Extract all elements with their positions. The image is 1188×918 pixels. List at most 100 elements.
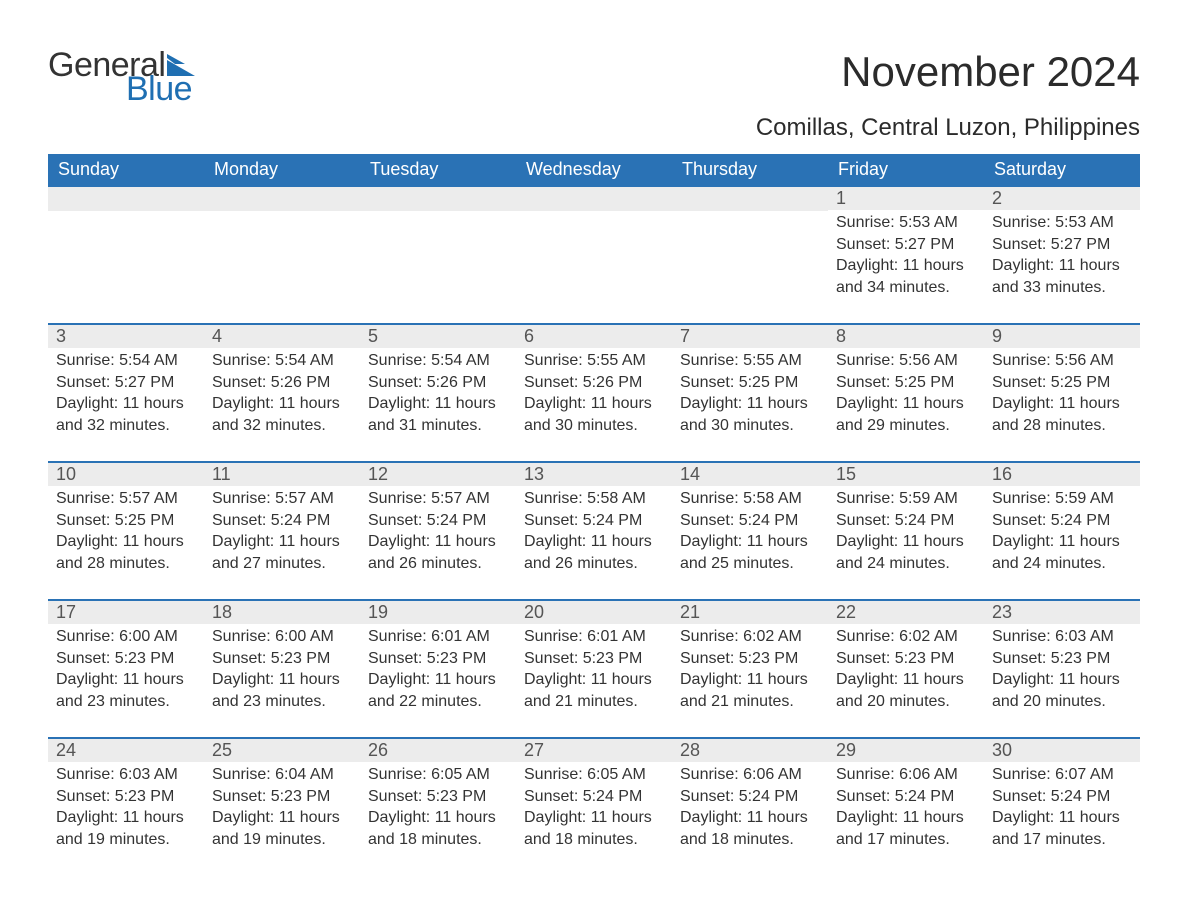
weekday-header-row: SundayMondayTuesdayWednesdayThursdayFrid…: [48, 154, 1140, 186]
day-number-blank: [672, 187, 828, 211]
day-number: 20: [516, 601, 672, 624]
day-number: 21: [672, 601, 828, 624]
day-info: Sunrise: 5:57 AMSunset: 5:25 PMDaylight:…: [48, 486, 204, 582]
day-info: Sunrise: 5:55 AMSunset: 5:25 PMDaylight:…: [672, 348, 828, 444]
page-title: November 2024: [756, 48, 1140, 96]
day-number: 26: [360, 739, 516, 762]
calendar-day-cell: 14Sunrise: 5:58 AMSunset: 5:24 PMDayligh…: [672, 462, 828, 600]
day-info: Sunrise: 6:03 AMSunset: 5:23 PMDaylight:…: [48, 762, 204, 858]
day-number: 27: [516, 739, 672, 762]
day-info: Sunrise: 6:01 AMSunset: 5:23 PMDaylight:…: [516, 624, 672, 720]
day-number: 24: [48, 739, 204, 762]
calendar-day-cell: 20Sunrise: 6:01 AMSunset: 5:23 PMDayligh…: [516, 600, 672, 738]
calendar-day-cell: 26Sunrise: 6:05 AMSunset: 5:23 PMDayligh…: [360, 738, 516, 876]
calendar-day-cell: 21Sunrise: 6:02 AMSunset: 5:23 PMDayligh…: [672, 600, 828, 738]
day-number-blank: [360, 187, 516, 211]
day-info: Sunrise: 6:05 AMSunset: 5:23 PMDaylight:…: [360, 762, 516, 858]
calendar-day-cell: 19Sunrise: 6:01 AMSunset: 5:23 PMDayligh…: [360, 600, 516, 738]
calendar-day-cell: 29Sunrise: 6:06 AMSunset: 5:24 PMDayligh…: [828, 738, 984, 876]
day-info: Sunrise: 6:04 AMSunset: 5:23 PMDaylight:…: [204, 762, 360, 858]
day-number: 29: [828, 739, 984, 762]
day-number: 18: [204, 601, 360, 624]
calendar-row: 10Sunrise: 5:57 AMSunset: 5:25 PMDayligh…: [48, 462, 1140, 600]
calendar-day-cell: 27Sunrise: 6:05 AMSunset: 5:24 PMDayligh…: [516, 738, 672, 876]
day-info: Sunrise: 5:54 AMSunset: 5:27 PMDaylight:…: [48, 348, 204, 444]
calendar-empty-cell: [672, 186, 828, 324]
day-info: Sunrise: 6:06 AMSunset: 5:24 PMDaylight:…: [672, 762, 828, 858]
day-number-blank: [204, 187, 360, 211]
day-info: Sunrise: 5:57 AMSunset: 5:24 PMDaylight:…: [360, 486, 516, 582]
calendar-empty-cell: [204, 186, 360, 324]
day-number: 2: [984, 187, 1140, 210]
calendar-day-cell: 9Sunrise: 5:56 AMSunset: 5:25 PMDaylight…: [984, 324, 1140, 462]
calendar-day-cell: 13Sunrise: 5:58 AMSunset: 5:24 PMDayligh…: [516, 462, 672, 600]
calendar-day-cell: 4Sunrise: 5:54 AMSunset: 5:26 PMDaylight…: [204, 324, 360, 462]
calendar-day-cell: 16Sunrise: 5:59 AMSunset: 5:24 PMDayligh…: [984, 462, 1140, 600]
calendar-day-cell: 8Sunrise: 5:56 AMSunset: 5:25 PMDaylight…: [828, 324, 984, 462]
day-number: 4: [204, 325, 360, 348]
day-number-blank: [516, 187, 672, 211]
calendar-day-cell: 22Sunrise: 6:02 AMSunset: 5:23 PMDayligh…: [828, 600, 984, 738]
day-info: Sunrise: 6:01 AMSunset: 5:23 PMDaylight:…: [360, 624, 516, 720]
day-info: Sunrise: 6:07 AMSunset: 5:24 PMDaylight:…: [984, 762, 1140, 858]
day-number: 23: [984, 601, 1140, 624]
day-info: Sunrise: 6:06 AMSunset: 5:24 PMDaylight:…: [828, 762, 984, 858]
day-number: 11: [204, 463, 360, 486]
calendar-row: 17Sunrise: 6:00 AMSunset: 5:23 PMDayligh…: [48, 600, 1140, 738]
logo: General Blue: [48, 48, 201, 106]
day-number-blank: [48, 187, 204, 211]
calendar-body: 1Sunrise: 5:53 AMSunset: 5:27 PMDaylight…: [48, 186, 1140, 876]
calendar-day-cell: 3Sunrise: 5:54 AMSunset: 5:27 PMDaylight…: [48, 324, 204, 462]
day-number: 6: [516, 325, 672, 348]
day-info: Sunrise: 5:53 AMSunset: 5:27 PMDaylight:…: [828, 210, 984, 306]
calendar-row: 3Sunrise: 5:54 AMSunset: 5:27 PMDaylight…: [48, 324, 1140, 462]
day-info: Sunrise: 5:59 AMSunset: 5:24 PMDaylight:…: [984, 486, 1140, 582]
day-number: 3: [48, 325, 204, 348]
day-info: Sunrise: 5:59 AMSunset: 5:24 PMDaylight:…: [828, 486, 984, 582]
calendar-day-cell: 5Sunrise: 5:54 AMSunset: 5:26 PMDaylight…: [360, 324, 516, 462]
weekday-header: Saturday: [984, 154, 1140, 186]
day-number: 12: [360, 463, 516, 486]
calendar-empty-cell: [360, 186, 516, 324]
day-info: Sunrise: 5:58 AMSunset: 5:24 PMDaylight:…: [516, 486, 672, 582]
calendar-empty-cell: [48, 186, 204, 324]
day-number: 28: [672, 739, 828, 762]
calendar-row: 24Sunrise: 6:03 AMSunset: 5:23 PMDayligh…: [48, 738, 1140, 876]
day-number: 10: [48, 463, 204, 486]
day-number: 22: [828, 601, 984, 624]
day-number: 14: [672, 463, 828, 486]
calendar-row: 1Sunrise: 5:53 AMSunset: 5:27 PMDaylight…: [48, 186, 1140, 324]
day-number: 15: [828, 463, 984, 486]
day-info: Sunrise: 6:00 AMSunset: 5:23 PMDaylight:…: [48, 624, 204, 720]
calendar-day-cell: 10Sunrise: 5:57 AMSunset: 5:25 PMDayligh…: [48, 462, 204, 600]
day-info: Sunrise: 5:58 AMSunset: 5:24 PMDaylight:…: [672, 486, 828, 582]
calendar-day-cell: 30Sunrise: 6:07 AMSunset: 5:24 PMDayligh…: [984, 738, 1140, 876]
day-number: 30: [984, 739, 1140, 762]
title-block: November 2024 Comillas, Central Luzon, P…: [756, 48, 1140, 142]
day-number: 7: [672, 325, 828, 348]
calendar-day-cell: 15Sunrise: 5:59 AMSunset: 5:24 PMDayligh…: [828, 462, 984, 600]
day-number: 25: [204, 739, 360, 762]
header: General Blue November 2024 Comillas, Cen…: [48, 48, 1140, 142]
calendar-empty-cell: [516, 186, 672, 324]
day-info: Sunrise: 6:02 AMSunset: 5:23 PMDaylight:…: [828, 624, 984, 720]
weekday-header: Tuesday: [360, 154, 516, 186]
day-info: Sunrise: 6:03 AMSunset: 5:23 PMDaylight:…: [984, 624, 1140, 720]
day-info: Sunrise: 5:56 AMSunset: 5:25 PMDaylight:…: [984, 348, 1140, 444]
calendar-day-cell: 7Sunrise: 5:55 AMSunset: 5:25 PMDaylight…: [672, 324, 828, 462]
day-number: 16: [984, 463, 1140, 486]
calendar-day-cell: 12Sunrise: 5:57 AMSunset: 5:24 PMDayligh…: [360, 462, 516, 600]
calendar-day-cell: 1Sunrise: 5:53 AMSunset: 5:27 PMDaylight…: [828, 186, 984, 324]
day-info: Sunrise: 5:56 AMSunset: 5:25 PMDaylight:…: [828, 348, 984, 444]
day-number: 17: [48, 601, 204, 624]
day-number: 9: [984, 325, 1140, 348]
location-subtitle: Comillas, Central Luzon, Philippines: [756, 114, 1140, 142]
day-number: 1: [828, 187, 984, 210]
calendar-day-cell: 28Sunrise: 6:06 AMSunset: 5:24 PMDayligh…: [672, 738, 828, 876]
day-number: 19: [360, 601, 516, 624]
day-info: Sunrise: 5:55 AMSunset: 5:26 PMDaylight:…: [516, 348, 672, 444]
calendar-day-cell: 18Sunrise: 6:00 AMSunset: 5:23 PMDayligh…: [204, 600, 360, 738]
weekday-header: Friday: [828, 154, 984, 186]
weekday-header: Thursday: [672, 154, 828, 186]
day-number: 8: [828, 325, 984, 348]
